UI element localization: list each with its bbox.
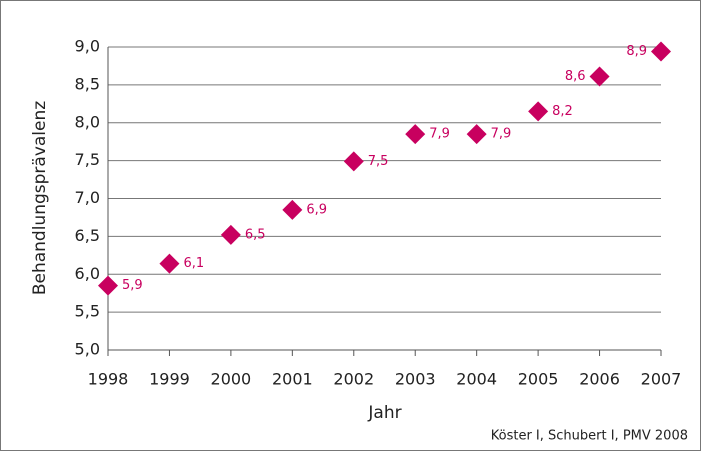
- data-label: 8,9: [626, 44, 647, 59]
- data-label: 7,5: [368, 154, 389, 169]
- x-tick-label: 2004: [456, 370, 497, 389]
- data-label: 8,6: [565, 69, 586, 84]
- marker: [343, 151, 364, 172]
- y-tick-label: 7,0: [75, 188, 100, 207]
- data-label: 5,9: [122, 278, 143, 293]
- marker: [159, 253, 180, 274]
- data-label: 8,2: [552, 104, 573, 119]
- marker: [651, 41, 671, 62]
- data-label: 7,9: [429, 127, 450, 142]
- marker: [405, 124, 426, 145]
- x-tick-label: 2002: [333, 370, 374, 389]
- marker: [282, 199, 303, 220]
- x-tick-label: 2003: [395, 370, 436, 389]
- marker: [528, 101, 549, 122]
- y-tick-label: 5,5: [75, 302, 100, 321]
- x-tick-label: 2000: [211, 370, 252, 389]
- y-tick-label: 6,5: [75, 226, 100, 245]
- y-tick-label: 6,0: [75, 264, 100, 283]
- marker: [466, 124, 487, 145]
- x-tick-label: 2001: [272, 370, 313, 389]
- y-tick-label: 8,0: [75, 112, 100, 131]
- x-tick-label: 2005: [518, 370, 559, 389]
- data-label: 7,9: [491, 127, 512, 142]
- marker: [220, 224, 241, 245]
- source-note: Köster I, Schubert I, PMV 2008: [491, 429, 688, 444]
- data-label: 6,1: [183, 256, 204, 271]
- x-tick-label: 2006: [579, 370, 620, 389]
- data-label: 6,9: [306, 202, 327, 217]
- y-tick-label: 7,5: [75, 150, 100, 169]
- marker: [589, 66, 610, 87]
- y-axis-label: Behandlungsprävalenz: [30, 101, 50, 295]
- x-tick-label: 1999: [149, 370, 190, 389]
- x-axis-label: Jahr: [367, 403, 401, 423]
- y-tick-label: 5,0: [75, 340, 100, 359]
- y-tick-label: 8,5: [75, 74, 100, 93]
- y-tick-label: 9,0: [75, 37, 100, 56]
- marker: [98, 275, 118, 296]
- x-tick-label: 2007: [641, 370, 682, 389]
- x-tick-label: 1998: [88, 370, 129, 389]
- data-label: 6,5: [245, 227, 266, 242]
